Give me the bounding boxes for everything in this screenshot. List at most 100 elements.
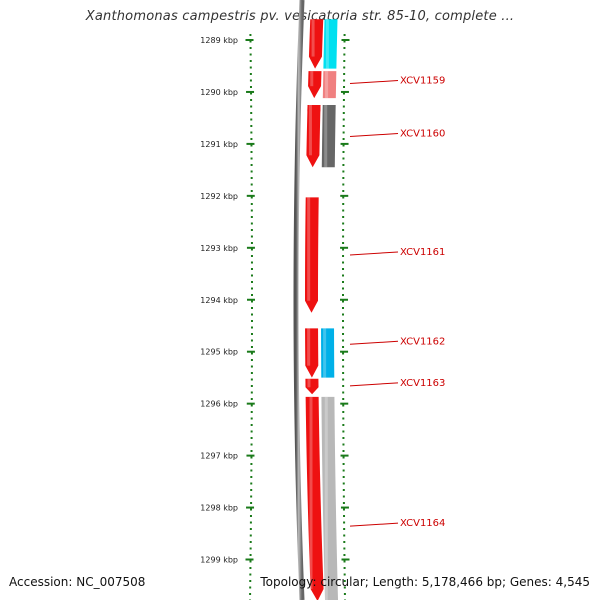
axis-dot xyxy=(342,183,345,186)
axis-dot xyxy=(343,66,346,69)
forward-gene[interactable] xyxy=(305,197,319,313)
axis-dot xyxy=(342,450,345,452)
axis-dot xyxy=(250,151,253,153)
axis-dot xyxy=(250,385,253,387)
gene-label-xcv1160[interactable]: XCV1160 xyxy=(400,129,445,140)
axis-dot xyxy=(343,567,346,569)
axis-dot xyxy=(249,560,252,563)
cds-feature-xcv1159[interactable] xyxy=(323,19,338,69)
axis-dot xyxy=(249,60,252,62)
gene-label-xcv1161[interactable]: XCV1161 xyxy=(400,247,445,258)
axis-dot xyxy=(342,229,345,231)
forward-gene[interactable] xyxy=(305,396,324,600)
axis-dot xyxy=(250,190,253,192)
genome-summary-text: Topology: circular; Length: 5,178,466 bp… xyxy=(260,575,590,589)
axis-dot xyxy=(250,216,253,218)
axis-dot xyxy=(249,528,252,530)
axis-dot xyxy=(343,521,346,524)
axis-dot xyxy=(342,261,345,264)
axis-dot xyxy=(250,333,253,335)
axis-dot xyxy=(342,300,344,303)
axis-dot xyxy=(249,66,252,69)
axis-dot xyxy=(250,274,253,277)
axis-dot xyxy=(343,554,346,556)
axis-dot xyxy=(250,495,253,498)
axis-dot xyxy=(250,307,253,309)
tick-label: 1298 kbp xyxy=(200,504,238,513)
tick-label: 1294 kbp xyxy=(200,296,238,305)
tick-label: 1290 kbp xyxy=(200,88,238,97)
forward-gene[interactable] xyxy=(305,328,319,378)
axis-dot xyxy=(250,157,253,160)
axis-dot xyxy=(342,92,345,95)
axis-dot xyxy=(250,463,253,465)
axis-dot xyxy=(342,105,345,108)
axis-dot xyxy=(342,443,345,446)
forward-gene[interactable] xyxy=(306,104,321,168)
axis-dot xyxy=(342,391,345,394)
forward-gene[interactable] xyxy=(305,378,319,395)
axis-dot xyxy=(342,287,345,290)
axis-dot xyxy=(250,261,253,264)
axis-dot xyxy=(342,164,345,166)
axis-dot xyxy=(250,235,253,238)
axis-dot xyxy=(249,573,252,576)
axis-dot xyxy=(342,242,345,244)
tick-label: 1295 kbp xyxy=(200,348,238,357)
axis-dot xyxy=(342,365,345,368)
axis-dot xyxy=(342,138,345,140)
axis-dot xyxy=(342,248,345,251)
gene-label-xcv1163[interactable]: XCV1163 xyxy=(400,378,445,389)
cds-feature-xcv1164[interactable] xyxy=(321,396,339,600)
axis-dot xyxy=(342,268,345,270)
forward-gene[interactable] xyxy=(308,19,324,69)
axis-dot xyxy=(342,378,345,381)
cds-feature-xcv1162[interactable] xyxy=(321,328,335,378)
axis-dot xyxy=(342,437,345,439)
axis-dot xyxy=(342,255,345,257)
forward-gene[interactable] xyxy=(308,71,322,99)
axis-dot xyxy=(250,476,253,478)
axis-dot xyxy=(342,151,345,153)
axis-dot xyxy=(249,547,252,550)
axis-dot xyxy=(250,138,253,140)
feature-highlight xyxy=(325,71,329,99)
axis-dot xyxy=(342,430,345,433)
axis-dot xyxy=(250,417,253,420)
axis-dot xyxy=(249,541,252,543)
feature-highlight xyxy=(323,328,327,378)
axis-dot xyxy=(342,398,345,400)
axis-dot xyxy=(342,489,345,491)
axis-dot xyxy=(250,398,253,400)
gene-label-xcv1162[interactable]: XCV1162 xyxy=(400,336,445,347)
feature-highlight xyxy=(325,19,329,69)
axis-dot xyxy=(342,463,345,465)
axis-dot xyxy=(250,456,253,459)
axis-dot xyxy=(343,60,346,62)
axis-dot xyxy=(250,502,253,504)
axis-dot xyxy=(342,313,345,316)
axis-dot xyxy=(249,515,252,517)
axis-dot xyxy=(250,294,253,296)
axis-dot xyxy=(250,222,253,225)
axis-dot xyxy=(249,586,252,589)
tick-label: 1289 kbp xyxy=(200,36,238,45)
gene-label-xcv1164[interactable]: XCV1164 xyxy=(400,518,445,529)
axis-dot xyxy=(249,593,252,595)
axis-dot xyxy=(343,73,346,75)
axis-dot xyxy=(250,118,253,121)
axis-dot xyxy=(342,424,345,426)
axis-dot xyxy=(342,411,345,413)
axis-dot xyxy=(342,125,345,127)
cds-feature-xcv1159[interactable] xyxy=(322,71,337,99)
feature-highlight xyxy=(307,378,311,388)
cds-feature-xcv1160[interactable] xyxy=(321,104,336,168)
gene-label-xcv1159[interactable]: XCV1159 xyxy=(400,76,445,87)
axis-dot xyxy=(342,417,345,420)
axis-dot xyxy=(250,339,253,342)
cds-features-layer xyxy=(321,19,339,600)
axis-dot xyxy=(250,443,253,446)
axis-dot xyxy=(249,73,252,75)
axis-dot xyxy=(342,385,345,387)
axis-dot xyxy=(249,79,252,82)
